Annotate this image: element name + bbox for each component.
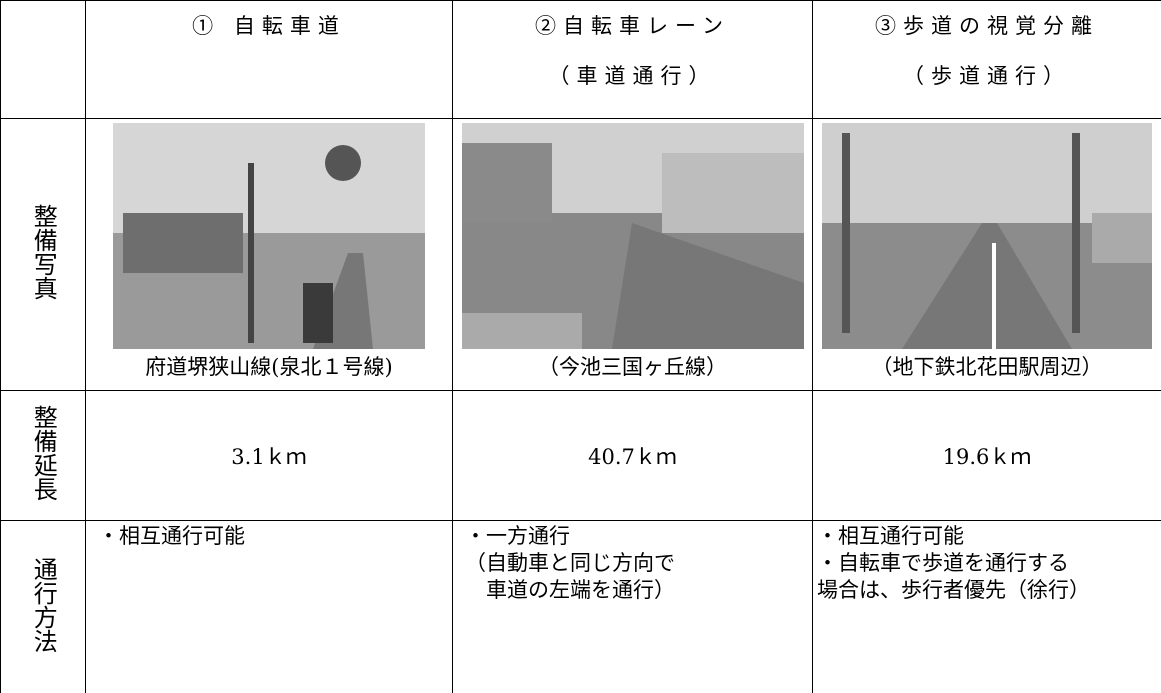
photo-caption: 府道堺狭山線(泉北１号線)	[145, 355, 393, 379]
length-cell: 3.1ｋｍ	[85, 390, 453, 521]
column-subtitle: （歩道通行）	[903, 64, 1071, 88]
method-line: 場合は、歩行者優先（徐行）	[817, 578, 1090, 602]
photo-caption: （今池三国ヶ丘線）	[538, 355, 727, 379]
header-row: ① 自転車道 ②自転車レーン （車道通行） ③歩道の視覚分離 （歩道通行）	[0, 0, 1161, 119]
length-cell: 40.7ｋｍ	[452, 390, 813, 521]
header-cell: ③歩道の視覚分離 （歩道通行）	[812, 0, 1161, 119]
method-line: ・相互通行可能	[98, 524, 245, 548]
photo-caption: （地下鉄北花田駅周辺）	[871, 355, 1103, 379]
length-cell: 19.6ｋｍ	[812, 390, 1161, 521]
method-cell: ・一方通行 （自動車と同じ方向で 車道の左端を通行）	[452, 520, 813, 693]
photo	[461, 123, 804, 349]
header-cell: ① 自転車道	[85, 0, 453, 119]
column-title: ③歩道の視覚分離	[875, 14, 1099, 38]
column-title: ②自転車レーン	[535, 14, 730, 38]
row-label-cell: 通行方法	[0, 520, 86, 693]
length-row: 整備延長 3.1ｋｍ 40.7ｋｍ 19.6ｋｍ	[0, 390, 1161, 521]
method-line: （自動車と同じ方向で	[465, 551, 675, 575]
photo-cell: （今池三国ヶ丘線）	[452, 118, 813, 391]
photo	[822, 123, 1152, 349]
row-label: 整備写真	[29, 204, 58, 300]
corner-cell	[0, 0, 86, 119]
photo-row: 整備写真 府道堺狭山線(泉北１号線) （今池三国ヶ丘線） （地下鉄北花田駅周辺）	[0, 118, 1161, 391]
photo-cell: （地下鉄北花田駅周辺）	[812, 118, 1161, 391]
column-title: ① 自転車道	[192, 14, 346, 38]
row-label: 整備延長	[29, 405, 58, 501]
method-line: ・相互通行可能	[817, 524, 964, 548]
column-subtitle: （車道通行）	[548, 64, 717, 88]
row-label-cell: 整備延長	[0, 390, 86, 521]
method-line: ・自転車で歩道を通行する	[817, 551, 1069, 575]
photo	[113, 123, 425, 349]
header-cell: ②自転車レーン （車道通行）	[452, 0, 813, 119]
method-row: 通行方法 ・相互通行可能 ・一方通行 （自動車と同じ方向で 車道の左端を通行） ・…	[0, 520, 1161, 693]
method-cell: ・相互通行可能	[85, 520, 453, 693]
row-label: 通行方法	[29, 556, 58, 653]
method-line: 車道の左端を通行）	[465, 578, 675, 602]
method-cell: ・相互通行可能・自転車で歩道を通行する 場合は、歩行者優先（徐行）	[812, 520, 1161, 693]
row-label-cell: 整備写真	[0, 118, 86, 391]
method-line: ・一方通行	[465, 524, 570, 548]
photo-cell: 府道堺狭山線(泉北１号線)	[85, 118, 453, 391]
